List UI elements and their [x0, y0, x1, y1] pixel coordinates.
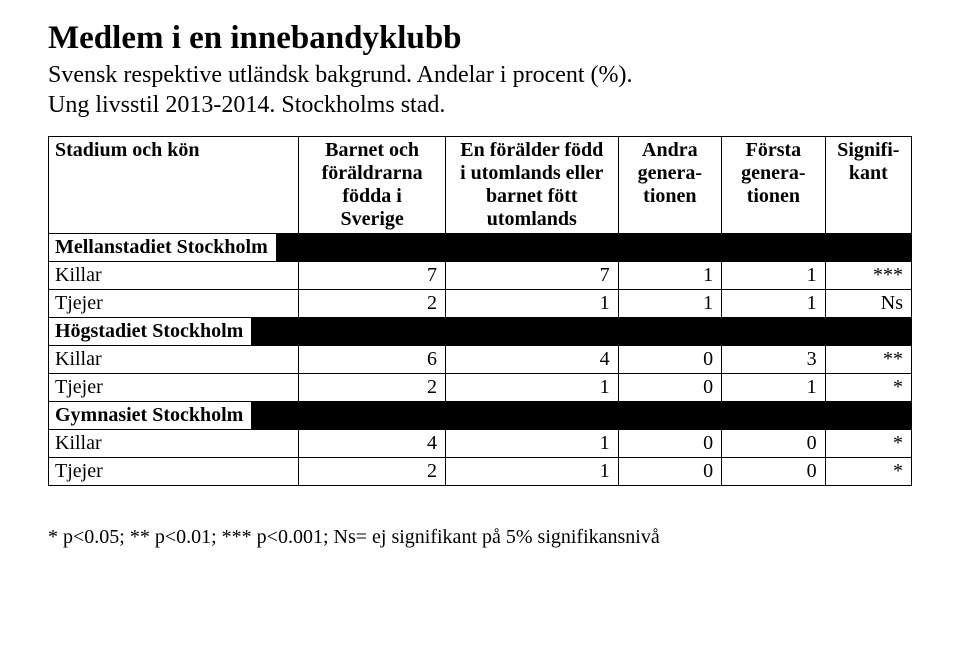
data-cell: 0	[618, 429, 722, 457]
data-cell: 0	[618, 457, 722, 485]
data-cell: 1	[722, 373, 826, 401]
data-cell: 6	[299, 345, 446, 373]
data-cell: 2	[299, 289, 446, 317]
data-cell: 0	[722, 457, 826, 485]
col-header-5: Signifi- kant	[825, 136, 911, 233]
section-fill	[251, 402, 911, 429]
table-header-row: Stadium och kön Barnet och föräldrarna f…	[49, 136, 912, 233]
data-cell: 0	[722, 429, 826, 457]
footnote-text: * p<0.05; ** p<0.01; *** p<0.001; Ns= ej…	[48, 526, 912, 549]
sig-cell: *	[825, 457, 911, 485]
table-row: Tjejer2100*	[49, 457, 912, 485]
section-fill	[251, 318, 911, 345]
row-label: Killar	[49, 261, 299, 289]
row-label: Tjejer	[49, 373, 299, 401]
data-cell: 2	[299, 457, 446, 485]
document-page: Medlem i en innebandyklubb Svensk respek…	[0, 0, 960, 549]
data-cell: 3	[722, 345, 826, 373]
table-row: Killar6403**	[49, 345, 912, 373]
row-label: Killar	[49, 345, 299, 373]
data-cell: 1	[445, 289, 618, 317]
section-label: Högstadiet Stockholm	[49, 318, 251, 345]
row-label: Killar	[49, 429, 299, 457]
table-row: Tjejer2111Ns	[49, 289, 912, 317]
data-cell: 4	[299, 429, 446, 457]
col-header-1: Barnet och föräldrarna födda i Sverige	[299, 136, 446, 233]
table-row: Killar7711***	[49, 261, 912, 289]
data-cell: 1	[618, 261, 722, 289]
page-title: Medlem i en innebandyklubb	[48, 20, 912, 58]
col-header-4: Första genera- tionen	[722, 136, 826, 233]
data-cell: 0	[618, 345, 722, 373]
data-cell: 1	[722, 289, 826, 317]
table-row: Killar4100*	[49, 429, 912, 457]
data-cell: 2	[299, 373, 446, 401]
data-cell: 0	[618, 373, 722, 401]
sig-cell: *	[825, 429, 911, 457]
sig-cell: Ns	[825, 289, 911, 317]
data-cell: 1	[618, 289, 722, 317]
table-row: Tjejer2101*	[49, 373, 912, 401]
section-row: Högstadiet Stockholm	[49, 317, 912, 345]
data-cell: 1	[445, 457, 618, 485]
col-header-3: Andra genera- tionen	[618, 136, 722, 233]
section-row: Mellanstadiet Stockholm	[49, 233, 912, 261]
sig-cell: ***	[825, 261, 911, 289]
sig-cell: *	[825, 373, 911, 401]
data-cell: 1	[445, 429, 618, 457]
section-row: Gymnasiet Stockholm	[49, 401, 912, 429]
row-label: Tjejer	[49, 457, 299, 485]
data-cell: 1	[445, 373, 618, 401]
row-label: Tjejer	[49, 289, 299, 317]
data-cell: 1	[722, 261, 826, 289]
section-label: Gymnasiet Stockholm	[49, 402, 251, 429]
data-cell: 7	[299, 261, 446, 289]
data-cell: 7	[445, 261, 618, 289]
page-subtitle: Svensk respektive utländsk bakgrund. And…	[48, 60, 912, 120]
section-label: Mellanstadiet Stockholm	[49, 234, 276, 261]
col-header-stadium: Stadium och kön	[49, 136, 299, 233]
sig-cell: **	[825, 345, 911, 373]
section-fill	[276, 234, 911, 261]
data-cell: 4	[445, 345, 618, 373]
col-header-2: En förälder född i utomlands eller barne…	[445, 136, 618, 233]
data-table: Stadium och kön Barnet och föräldrarna f…	[48, 136, 912, 486]
